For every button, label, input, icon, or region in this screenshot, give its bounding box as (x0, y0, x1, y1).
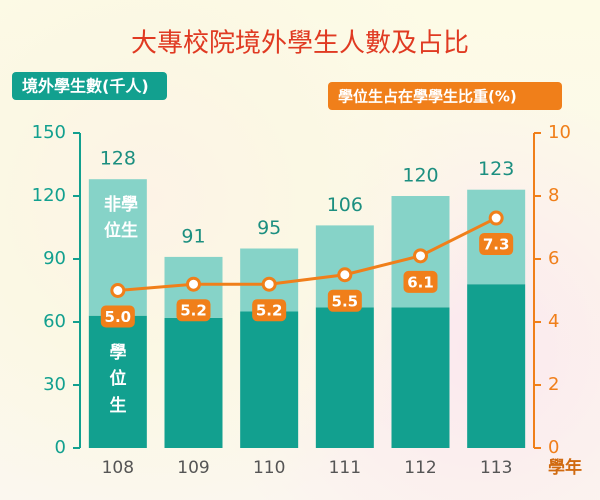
bar-segment (88, 315, 147, 448)
y-tick-label: 120 (32, 185, 66, 206)
y2-tick-label: 0 (548, 437, 559, 458)
line-point (413, 248, 428, 264)
y2-tick-label: 2 (548, 374, 559, 395)
value-label: 5.2 (256, 302, 283, 320)
segment-label: 學位生 (109, 343, 127, 416)
x-tick-label: 110 (253, 458, 285, 478)
value-label-box (479, 233, 514, 256)
x-tick-label: 113 (480, 458, 512, 478)
x-tick-label: 112 (404, 458, 436, 478)
y-tick-label: 30 (43, 374, 66, 395)
x-tick-label: 111 (329, 458, 361, 478)
value-label-box (100, 305, 135, 328)
y2-tick-label: 10 (548, 122, 571, 143)
line-point (186, 276, 201, 292)
y-tick-label: 60 (43, 311, 66, 332)
value-label-box (327, 289, 362, 312)
bar-segment (391, 307, 450, 448)
chart-title: 大專校院境外學生人數及占比 (131, 29, 469, 59)
segment-label: 非學位生 (104, 195, 138, 242)
y-tick-label: 0 (55, 437, 66, 458)
value-label-box (403, 270, 438, 293)
value-label: 5.5 (332, 292, 359, 310)
y-label-box (12, 72, 167, 100)
line-point (261, 276, 277, 292)
total-label: 106 (327, 194, 363, 216)
total-label: 120 (402, 165, 438, 187)
bar-segment (164, 317, 223, 448)
line (117, 216, 497, 292)
line-point (337, 267, 353, 283)
total-label: 128 (100, 148, 136, 170)
x-axis-label: 學年 (548, 457, 582, 478)
value-label: 5.2 (180, 302, 207, 320)
line-point (110, 283, 126, 298)
y2-tick-label: 4 (548, 311, 559, 332)
value-label: 5.0 (105, 308, 132, 326)
bar-segment (315, 307, 374, 448)
value-label-box (252, 299, 287, 322)
bar-segment (240, 311, 299, 448)
total-label: 91 (181, 225, 205, 247)
y2-label-box (328, 82, 562, 110)
value-label-box (176, 299, 211, 322)
value-label: 6.1 (407, 273, 434, 291)
x-tick-label: 108 (102, 458, 134, 478)
y2-tick-label: 6 (548, 248, 559, 269)
value-label: 7.3 (483, 236, 510, 254)
y-tick-label: 150 (32, 122, 66, 143)
y-tick-label: 90 (43, 248, 66, 269)
bar-segment (467, 284, 526, 448)
total-label: 123 (478, 158, 514, 180)
y2-axis-label: 學位生占在學學生比重(%) (338, 88, 517, 106)
y-axis-label: 境外學生數(千人) (22, 77, 149, 96)
x-tick-label: 109 (177, 458, 209, 478)
y2-tick-label: 8 (548, 185, 559, 206)
line-point (488, 210, 504, 226)
total-label: 95 (257, 217, 281, 239)
